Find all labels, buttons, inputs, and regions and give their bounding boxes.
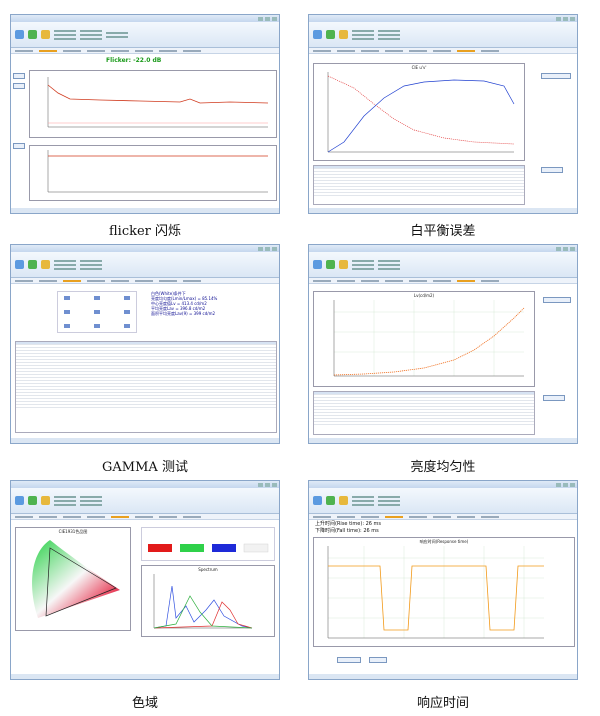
title-bar	[11, 481, 279, 488]
tab-bar	[309, 514, 577, 520]
gamma-screenshot: 白色(White)条件下 亮度均匀度(Lmin/Lmax) = 85.14% 中…	[10, 244, 280, 444]
ribbon	[11, 488, 279, 514]
caption-response: 响应时间	[416, 696, 469, 711]
app-icon[interactable]	[15, 30, 24, 39]
caption-uniformity: 亮度均匀性	[410, 460, 476, 475]
results-table	[313, 165, 525, 205]
stop-icon[interactable]	[41, 30, 50, 39]
title-bar	[309, 245, 577, 252]
side-button[interactable]	[13, 143, 25, 149]
caption-gamut: 色域	[131, 696, 158, 711]
color-swatches	[141, 527, 275, 561]
stop-icon[interactable]	[41, 260, 50, 269]
ribbon	[309, 488, 577, 514]
app-icon[interactable]	[313, 260, 322, 269]
white-balance-plot: CIE u'v'	[313, 63, 525, 161]
tab-bar	[11, 278, 279, 284]
status-bar	[11, 674, 279, 679]
title-bar	[309, 481, 577, 488]
gamma-result-text: 白色(White)条件下 亮度均匀度(Lmin/Lmax) = 85.14% 中…	[151, 291, 217, 316]
plot-title: CIE1931色品图	[58, 529, 88, 534]
fall-time: 下降时间(Fall time): 26 ms	[315, 528, 379, 534]
stop-icon[interactable]	[339, 260, 348, 269]
cie-diagram: CIE1931色品图	[15, 527, 131, 631]
stop-icon[interactable]	[339, 30, 348, 39]
title-bar	[309, 15, 577, 22]
ribbon	[11, 252, 279, 278]
status-bar	[11, 438, 279, 443]
ribbon	[309, 22, 577, 48]
flicker-plot	[29, 70, 277, 138]
plot-title: CIE u'v'	[411, 65, 427, 70]
luminance-table	[313, 391, 535, 435]
app-icon[interactable]	[15, 260, 24, 269]
result-line: 面积平均亮度Lav(9) = 399 cd/m2	[151, 311, 216, 316]
save-button[interactable]	[369, 657, 387, 663]
export-button[interactable]	[543, 395, 565, 401]
rise-time: 上升时间(Rise time): 26 ms	[315, 521, 382, 527]
tab-bar	[11, 48, 279, 54]
title-bar	[11, 15, 279, 22]
plot-title: Spectrum	[198, 567, 218, 572]
stop-icon[interactable]	[339, 496, 348, 505]
start-icon[interactable]	[28, 260, 37, 269]
flicker-spectrum-plot	[29, 145, 277, 201]
uniformity-screenshot: Lv(cd/m2)	[308, 244, 578, 444]
caption-gamma: GAMMA 测试	[102, 460, 188, 475]
side-button[interactable]	[13, 83, 25, 89]
response-screenshot: 上升时间(Rise time): 26 ms 下降时间(Fall time): …	[308, 480, 578, 680]
spectrum-plot: Spectrum	[141, 565, 275, 637]
tab-bar	[309, 278, 577, 284]
gamut-screenshot: CIE1931色品图 Spectrum	[10, 480, 280, 680]
title-bar	[11, 245, 279, 252]
tab-bar	[11, 514, 279, 520]
status-bar	[309, 208, 577, 213]
response-plot: 响应时间(Response time)	[313, 537, 575, 647]
tab-bar	[309, 48, 577, 54]
app-icon[interactable]	[313, 496, 322, 505]
caption-white-balance: 白平衡误差	[410, 224, 476, 239]
side-button[interactable]	[13, 73, 25, 79]
measure-button[interactable]	[337, 657, 361, 663]
flicker-readout: Flicker: -22.0 dB	[106, 57, 162, 64]
app-icon[interactable]	[15, 496, 24, 505]
settings-dropdown[interactable]	[541, 73, 571, 79]
flicker-screenshot: Flicker: -22.0 dB	[10, 14, 280, 214]
gamma-table	[15, 341, 277, 433]
status-bar	[309, 438, 577, 443]
result-line: 白色(White)条件下	[151, 291, 186, 296]
plot-title: Lv(cd/m2)	[413, 293, 435, 298]
stop-icon[interactable]	[41, 496, 50, 505]
result-line: 中心亮度值Lv = 413.4 cd/m2	[151, 301, 207, 306]
start-icon[interactable]	[326, 30, 335, 39]
settings-dropdown[interactable]	[543, 297, 571, 303]
export-button[interactable]	[541, 167, 563, 173]
caption-flicker: flicker 闪烁	[108, 224, 182, 239]
white-balance-screenshot: CIE u'v'	[308, 14, 578, 214]
result-line: 亮度均匀度(Lmin/Lmax) = 85.14%	[151, 296, 218, 301]
start-icon[interactable]	[326, 260, 335, 269]
start-icon[interactable]	[28, 30, 37, 39]
ribbon	[11, 22, 279, 48]
result-line: 平均亮度Lav = 396.8 cd/m2	[151, 306, 206, 311]
luminance-plot: Lv(cd/m2)	[313, 291, 535, 387]
status-bar	[309, 674, 577, 679]
ribbon	[309, 252, 577, 278]
start-icon[interactable]	[28, 496, 37, 505]
status-bar	[11, 208, 279, 213]
response-readout: 上升时间(Rise time): 26 ms 下降时间(Fall time): …	[315, 521, 381, 535]
plot-title: 响应时间(Response time)	[419, 539, 469, 544]
point-grid	[57, 291, 137, 333]
app-icon[interactable]	[313, 30, 322, 39]
start-icon[interactable]	[326, 496, 335, 505]
